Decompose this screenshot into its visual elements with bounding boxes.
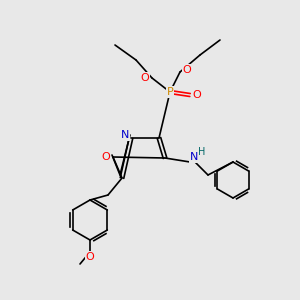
Text: O: O xyxy=(102,152,110,162)
Text: O: O xyxy=(141,73,149,83)
Text: H: H xyxy=(198,147,206,157)
Text: O: O xyxy=(183,65,191,75)
Text: N: N xyxy=(121,130,129,140)
Text: O: O xyxy=(193,90,201,100)
Text: O: O xyxy=(85,252,94,262)
Text: P: P xyxy=(167,87,173,97)
Text: N: N xyxy=(190,152,198,162)
